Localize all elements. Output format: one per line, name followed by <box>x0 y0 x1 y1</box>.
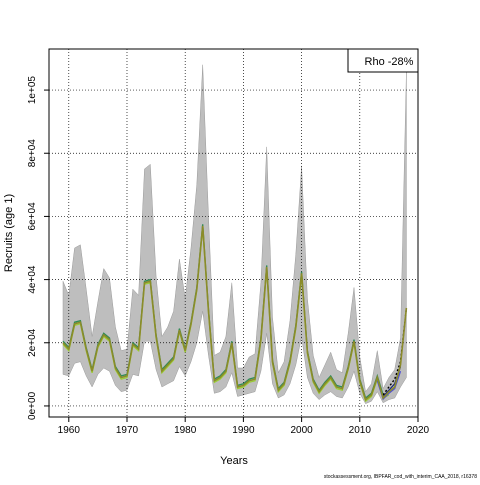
y-tick-label: 8e+04 <box>27 139 38 168</box>
credit-text: stockassessment.org, IBPFAR_cod_with_int… <box>324 474 477 480</box>
grid-layer <box>49 49 418 417</box>
axes-layer: 1960 1970 1980 1990 2000 2010 2020 0e+00 2e+04 4e… <box>27 76 430 436</box>
y-tick-label: 0e+00 <box>27 391 38 420</box>
y-axis-title: Recruits (age 1) <box>3 194 15 272</box>
x-tick-label: 1990 <box>232 425 255 436</box>
series-layer <box>62 224 408 403</box>
confidence-band <box>62 64 407 405</box>
x-axis-title: Years <box>220 455 248 467</box>
estimate-line <box>62 225 408 401</box>
x-tick-label: 2020 <box>407 425 430 436</box>
peel-line <box>62 227 390 403</box>
x-tick-label: 1960 <box>58 425 81 436</box>
y-tick-label: 2e+04 <box>27 328 38 357</box>
y-tick-label: 1e+05 <box>27 76 38 105</box>
legend-text: Rho -28% <box>365 56 414 68</box>
plot-frame <box>48 48 419 418</box>
y-tick-label: 6e+04 <box>27 202 38 231</box>
x-tick-label: 1980 <box>174 425 197 436</box>
x-tick-label: 1970 <box>116 425 139 436</box>
y-tick-label: 4e+04 <box>27 265 38 294</box>
legend-box <box>347 48 419 73</box>
confidence-band-layer <box>62 64 407 405</box>
legend: Rho -28% <box>347 48 419 73</box>
x-tick-label: 2000 <box>290 425 313 436</box>
x-tick-label: 2010 <box>349 425 372 436</box>
